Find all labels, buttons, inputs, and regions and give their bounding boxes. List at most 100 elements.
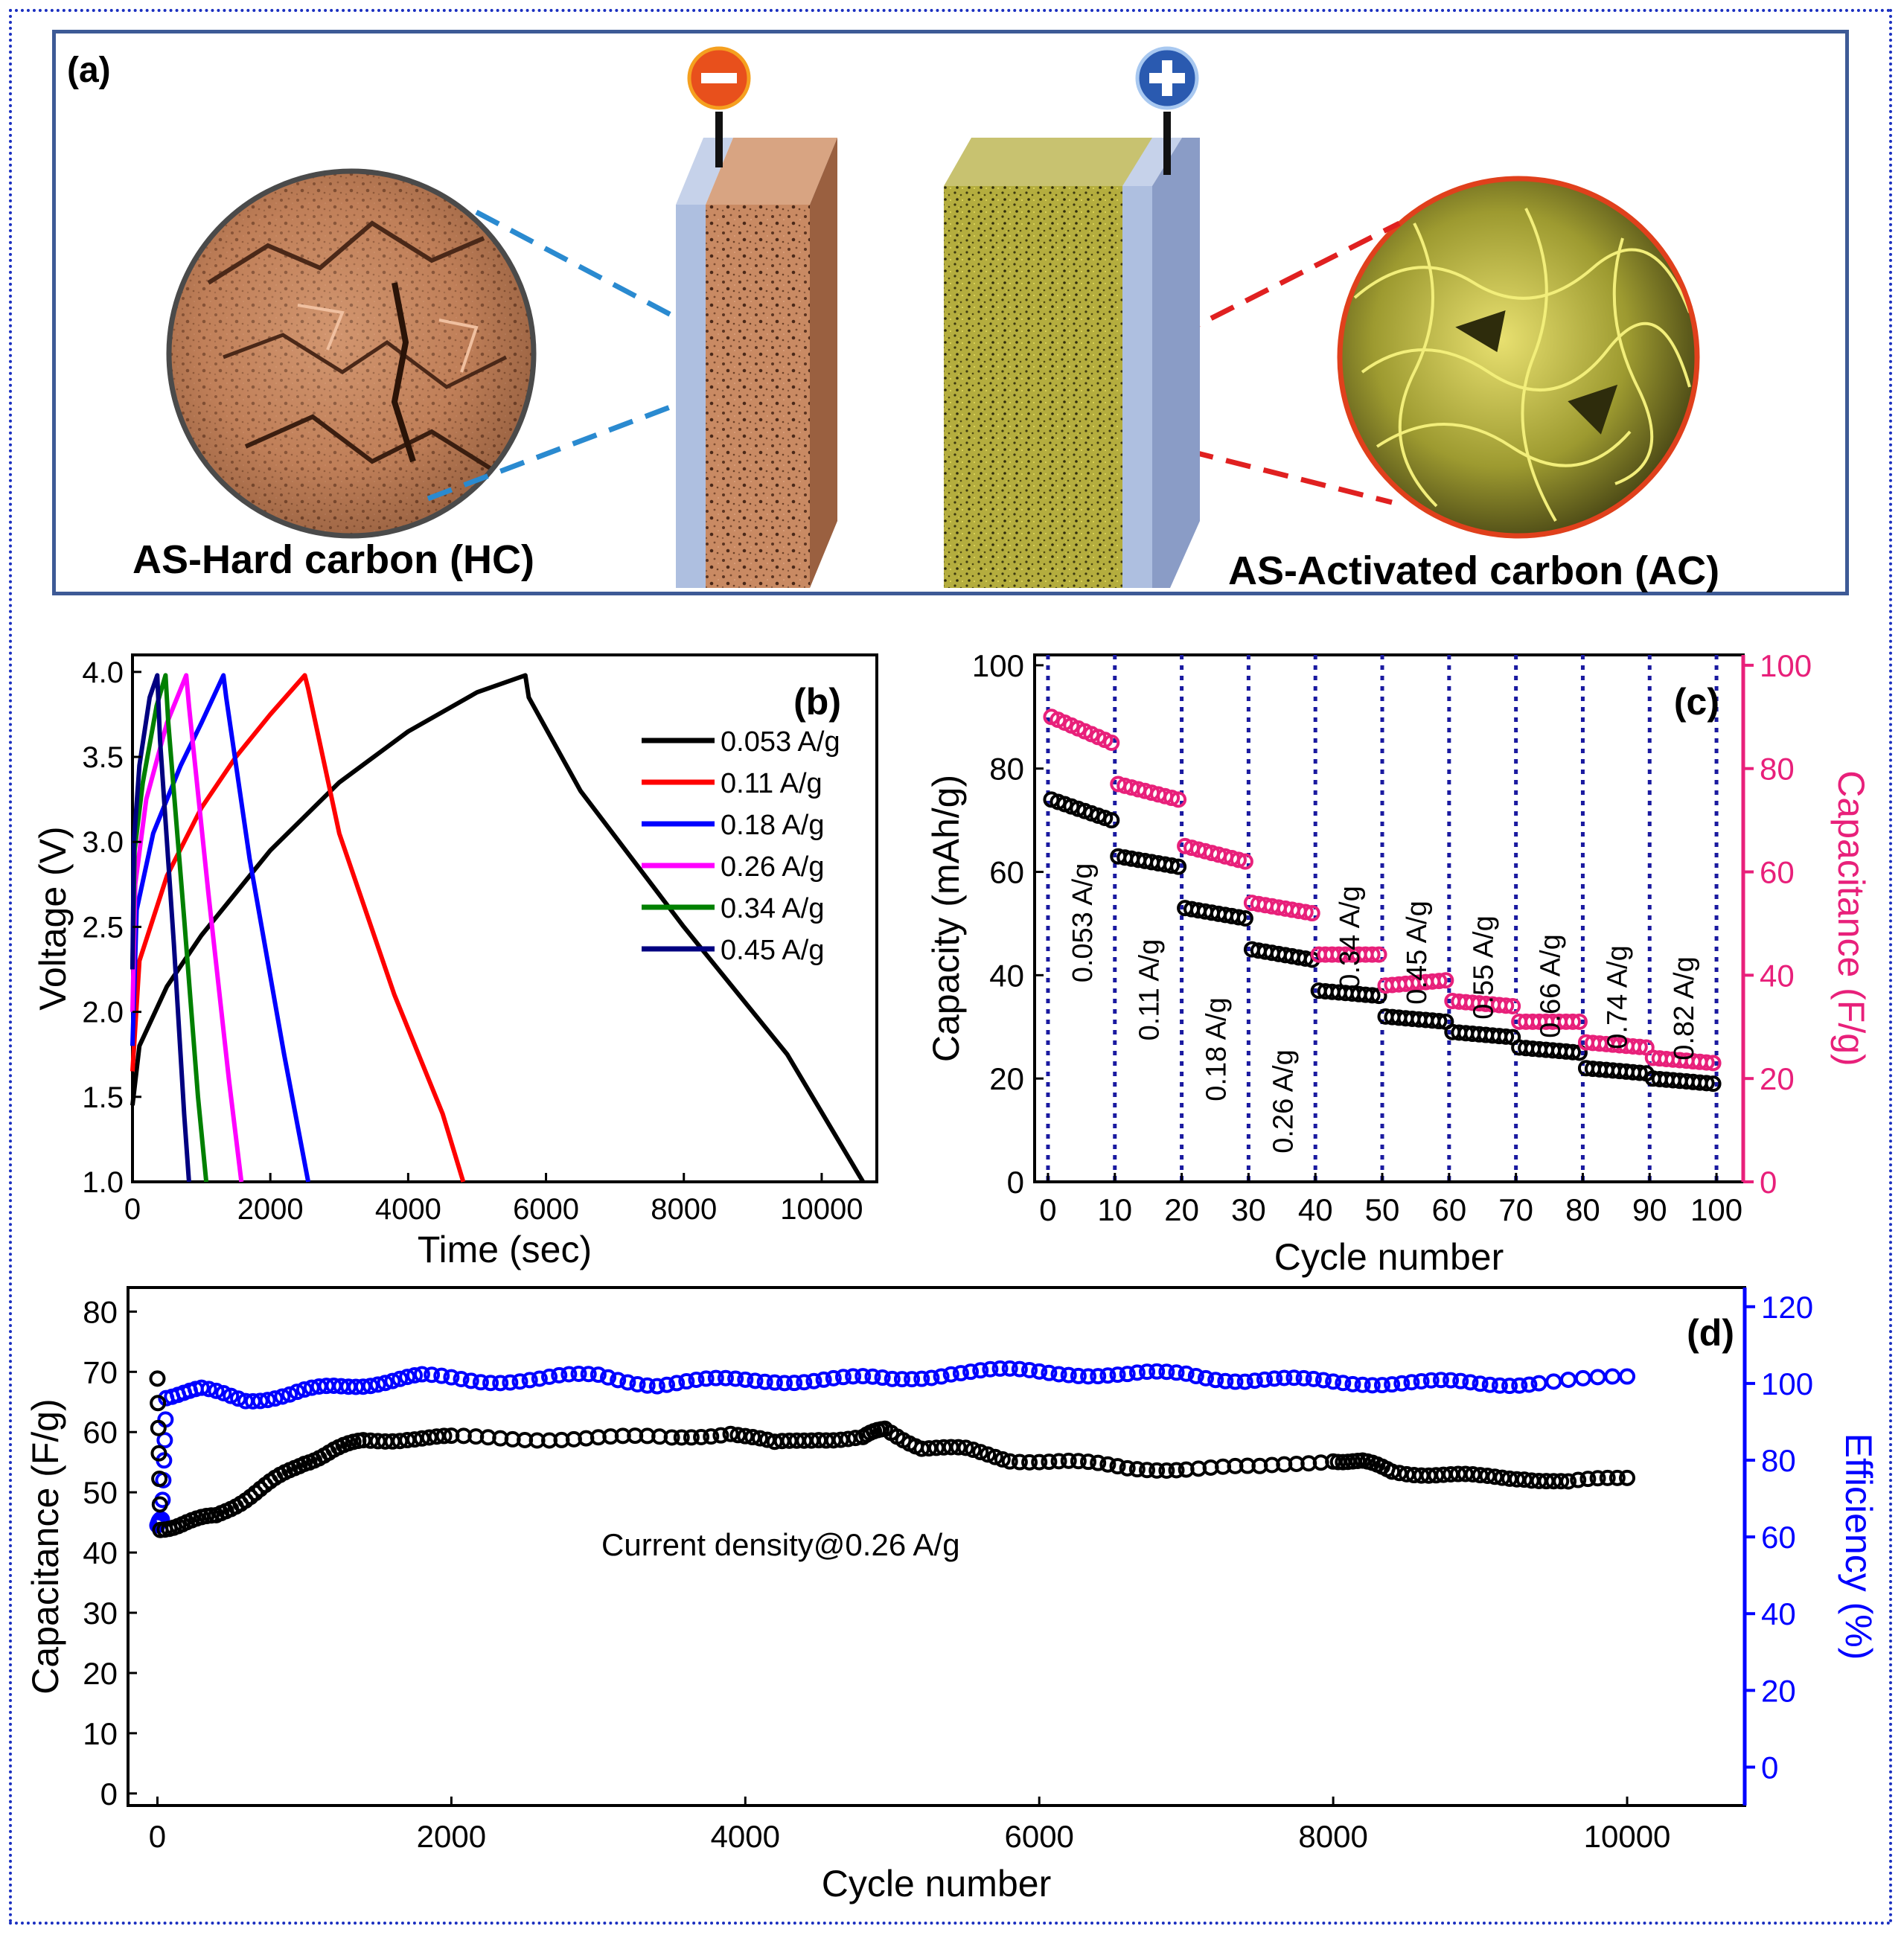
chart-c-ylabel-right: Capacitance (F/g) [1830, 770, 1872, 1066]
chart-c-capacitance-point [1437, 972, 1454, 989]
chart-d-efficiency-point [1149, 1363, 1166, 1380]
chart-d-capacitance-point [1168, 1462, 1185, 1479]
chart-d-efficiency-point [884, 1370, 901, 1387]
chart-d-efficiency-point [384, 1372, 401, 1389]
chart-c-capacity-point [1103, 812, 1120, 829]
chart-b-xlabel: Time (sec) [418, 1229, 592, 1270]
chart-b-legend-entry: 0.11 A/g [721, 768, 822, 799]
chart-d-efficiency-point [295, 1381, 313, 1398]
chart-d-ytick-right-label: 60 [1761, 1520, 1796, 1555]
chart-d-xlabel: Cycle number [822, 1863, 1051, 1904]
chart-d-efficiency-point [1178, 1365, 1195, 1382]
chart-c-xtick-label: 80 [1565, 1192, 1600, 1227]
chart-d-capacitance-point [957, 1439, 974, 1456]
chart-c-xtick-label: 0 [1039, 1192, 1056, 1227]
chart-c-capacity-point [1163, 857, 1181, 874]
chart-d-efficiency-point [717, 1369, 734, 1387]
chart-d-efficiency-point [747, 1372, 764, 1389]
chart-c-ytick-label: 0 [1007, 1165, 1024, 1200]
chart-d-efficiency-point [193, 1379, 210, 1396]
chart-d-capacitance-point [1384, 1463, 1401, 1480]
chart-d-capacitance-point [1119, 1459, 1136, 1477]
chart-d-capacitance-point [712, 1427, 729, 1444]
chart-d-capacitance-point [150, 1395, 167, 1412]
chart-b: 0 2000 4000 6000 8000 10000 1.0 1.5 2.0 2.5 3.0 3.5… [32, 653, 878, 1270]
chart-d-efficiency-point [281, 1386, 298, 1403]
chart-d-efficiency-point [962, 1363, 980, 1381]
chart-b-ytick-label: 1.5 [82, 1081, 124, 1114]
chart-d-capacitance-point [950, 1439, 967, 1456]
chart-c-capacitance-point [1364, 946, 1381, 963]
chart-d-efficiency-point [406, 1366, 424, 1384]
chart-d-capacitance-point [683, 1429, 700, 1446]
chart-d-capacitance-point [832, 1431, 849, 1448]
chart-d-efficiency-point [952, 1365, 969, 1382]
chart-d-efficiency-point [1403, 1374, 1420, 1391]
chart-d-capacitance-point [1031, 1453, 1048, 1471]
chart-d-efficiency-point [923, 1369, 940, 1387]
chart-d-efficiency-point [252, 1392, 269, 1410]
chart-d-capacitance-point [1619, 1469, 1636, 1486]
chart-d-efficiency-point [1574, 1369, 1591, 1387]
chart-d-capacitance-point [1139, 1462, 1156, 1479]
chart-d-capacitance-point [1486, 1468, 1504, 1485]
chart-d-efficiency-point [156, 1432, 173, 1449]
chart-d-capacitance-point [1080, 1453, 1097, 1471]
chart-c-xtick-label: 50 [1365, 1192, 1400, 1227]
chart-d-efficiency-point [502, 1374, 519, 1391]
chart-b-legend-entry: 0.34 A/g [721, 893, 824, 924]
chart-d-efficiency-point [1070, 1367, 1087, 1384]
chart-d-efficiency-point [377, 1375, 394, 1392]
chart-d-capacitance-point [1021, 1453, 1038, 1471]
chart-d-efficiency-point [648, 1378, 665, 1395]
chart-d-efficiency-point [462, 1372, 479, 1389]
chart-d-efficiency-point [1305, 1370, 1322, 1387]
chart-d-efficiency-point [1452, 1372, 1469, 1389]
chart-d-capacitance-point [1070, 1453, 1087, 1470]
chart-d-capacitance-point [737, 1427, 754, 1445]
chart-d-efficiency-point [1060, 1366, 1077, 1384]
chart-d-efficiency-point [1344, 1375, 1361, 1392]
chart-d-capacitance-point [693, 1429, 710, 1446]
positive-electrode [944, 46, 1200, 588]
hard-carbon-micrograph [166, 168, 537, 539]
chart-d-capacitance-point [1060, 1452, 1077, 1469]
chart-d-efficiency-point [815, 1371, 832, 1388]
chart-d-efficiency-point [433, 1367, 450, 1384]
chart-b-series-line [130, 673, 466, 1183]
chart-d-efficiency-point [580, 1366, 597, 1383]
chart-c-capacity-point [1364, 987, 1381, 1004]
hard-carbon-caption: AS-Hard carbon (HC) [132, 537, 534, 582]
chart-d-efficiency-point [629, 1375, 646, 1392]
chart-d-efficiency-point [1545, 1373, 1562, 1390]
chart-d-xtick-label: 4000 [711, 1819, 780, 1854]
chart-d-capacitance-point [1090, 1454, 1107, 1471]
chart-d-efficiency-point [1384, 1376, 1401, 1393]
chart-d-efficiency-point [619, 1374, 636, 1391]
chart-c-xtick-label: 30 [1231, 1192, 1266, 1227]
chart-d-efficiency-point [1521, 1376, 1538, 1393]
chart-d-efficiency-point [659, 1376, 675, 1393]
chart-d-capacitance-point [722, 1425, 739, 1442]
chart-d-efficiency-point [1443, 1372, 1460, 1389]
chart-d-ytick-right-label: 80 [1761, 1443, 1796, 1478]
chart-d-efficiency-point [424, 1366, 441, 1384]
chart-c-xtick-label: 10 [1097, 1192, 1132, 1227]
chart-d-annotation: Current density@0.26 A/g [601, 1527, 960, 1562]
chart-d-efficiency-point [697, 1370, 715, 1387]
chart-d-efficiency-point [1001, 1360, 1018, 1377]
chart-d-efficiency-point [1158, 1363, 1175, 1381]
chart-b-ytick-label: 3.5 [82, 741, 124, 774]
chart-c-capacity-point [1431, 1013, 1448, 1030]
chart-d-ytick-right-label: 100 [1761, 1366, 1813, 1401]
chart-d-efficiency-point [834, 1369, 852, 1386]
chart-d-capacitance-point [1390, 1465, 1408, 1482]
chart-c-ytick-right-label: 60 [1760, 855, 1795, 890]
chart-d-efficiency-point [531, 1370, 548, 1387]
chart-d-efficiency-point [776, 1375, 793, 1392]
chart-d-capacitance-point [986, 1448, 1003, 1465]
chart-d-ytick-label: 40 [83, 1535, 118, 1570]
chart-d-efficiency-point [1276, 1369, 1293, 1387]
chart-d-efficiency-point [854, 1368, 872, 1385]
